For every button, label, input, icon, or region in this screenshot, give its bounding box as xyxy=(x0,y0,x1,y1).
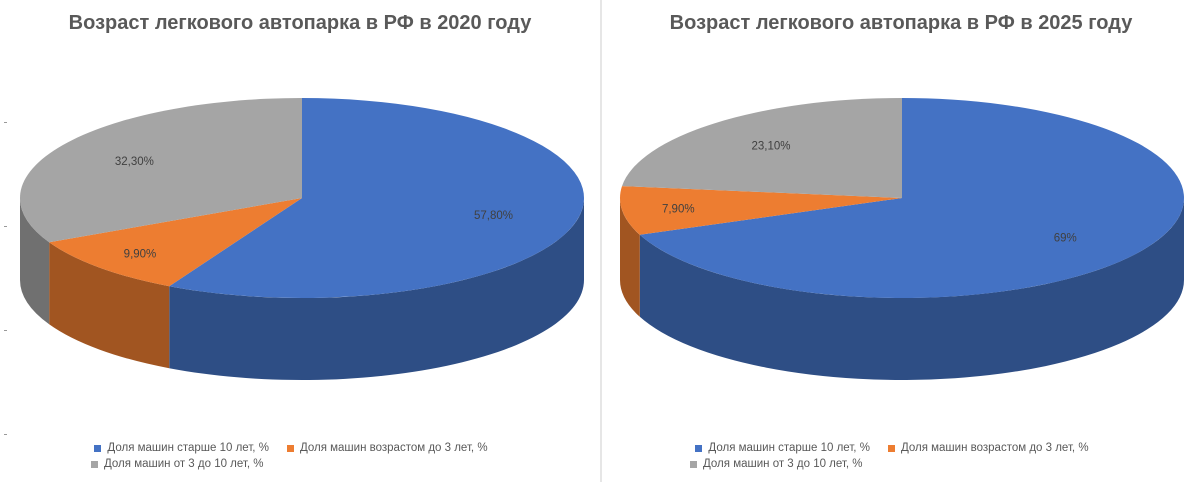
pie-side-доля-машин-от-3-до-10-лет xyxy=(20,198,50,325)
legend-row-2: Доля машин от 3 до 10 лет, % xyxy=(0,456,600,472)
pie-data-labels: 57,80% 9,90% 32,30% xyxy=(115,156,513,261)
legend-label: Доля машин возрастом до 3 лет, % xyxy=(299,442,488,454)
legend-item-older-10: Доля машин старше 10 лет, % xyxy=(695,442,870,454)
legend: Доля машин старше 10 лет, % Доля машин в… xyxy=(602,440,1200,472)
legend-swatch xyxy=(94,444,102,452)
legend-item-under-3: Доля машин возрастом до 3 лет, % xyxy=(887,442,1089,454)
chart-2020: Возраст легкового автопарка в РФ в 2020 … xyxy=(0,12,600,472)
pie-chart-2020: 57,80% 9,90% 32,30% xyxy=(19,98,585,380)
pie-slice-доля-машин-от-3-до-10-лет xyxy=(19,98,302,243)
legend-label: Доля машин от 3 до 10 лет, % xyxy=(703,458,863,470)
data-label-доля-машин-возрастом-до-3-лет: 9,90% xyxy=(124,249,157,261)
data-label-доля-машин-от-3-до-10-лет: 23,10% xyxy=(751,141,790,153)
data-label-доля-машин-старше-10-лет: 57,80% xyxy=(474,210,513,222)
legend-row-2: Доля машин от 3 до 10 лет, % xyxy=(602,456,1200,472)
legend-label: Доля машин от 3 до 10 лет, % xyxy=(104,458,264,470)
pie-slice-доля-машин-старше-10-лет xyxy=(169,98,585,298)
chart-2025: Возраст легкового автопарка в РФ в 2025 … xyxy=(602,0,1200,482)
legend-label: Доля машин возрастом до 3 лет, % xyxy=(900,442,1089,454)
legend-item-3-to-10: Доля машин от 3 до 10 лет, % xyxy=(690,458,863,470)
legend-swatch xyxy=(286,444,294,452)
edge-tick xyxy=(4,122,7,123)
pie-top-faces xyxy=(19,98,585,298)
edge-tick xyxy=(4,434,7,435)
panel-divider xyxy=(600,0,602,482)
data-label-доля-машин-старше-10-лет: 69% xyxy=(1054,232,1077,244)
legend-item-under-3: Доля машин возрастом до 3 лет, % xyxy=(286,442,488,454)
edge-tick xyxy=(4,226,7,227)
legend-swatch xyxy=(887,444,895,452)
data-label-доля-машин-возрастом-до-3-лет: 7,90% xyxy=(662,203,695,215)
pie-chart-2025: 69% 7,90% 23,10% xyxy=(620,98,1184,380)
chart-title: Возраст легкового автопарка в РФ в 2020 … xyxy=(68,12,532,34)
data-label-доля-машин-от-3-до-10-лет: 32,30% xyxy=(115,156,154,168)
pie-side-доля-машин-возрастом-до-3-лет xyxy=(620,198,640,317)
pie-data-labels: 69% 7,90% 23,10% xyxy=(662,141,1077,245)
pie-side-доля-машин-старше-10-лет xyxy=(169,198,585,380)
legend-row-1: Доля машин старше 10 лет, % Доля машин в… xyxy=(0,440,600,456)
pie-slice-доля-машин-возрастом-до-3-лет xyxy=(49,198,302,287)
legend-item-3-to-10: Доля машин от 3 до 10 лет, % xyxy=(91,458,264,470)
legend-row-1: Доля машин старше 10 лет, % Доля машин в… xyxy=(602,440,1200,456)
pie-slice-доля-машин-старше-10-лет xyxy=(639,98,1184,298)
pie-slice-доля-машин-возрастом-до-3-лет xyxy=(620,186,902,235)
legend-swatch xyxy=(690,460,697,468)
pie-side-доля-машин-старше-10-лет xyxy=(639,198,1184,380)
legend-item-older-10: Доля машин старше 10 лет, % xyxy=(94,442,269,454)
legend-swatch xyxy=(695,444,703,452)
legend-swatch xyxy=(91,460,98,468)
edge-tick xyxy=(4,330,7,331)
pie-side-доля-машин-возрастом-до-3-лет xyxy=(49,242,170,369)
chart-title: Возраст легкового автопарка в РФ в 2025 … xyxy=(669,12,1133,34)
legend-label: Доля машин старше 10 лет, % xyxy=(708,442,870,454)
legend-label: Доля машин старше 10 лет, % xyxy=(107,442,269,454)
pie-side-walls xyxy=(620,198,1184,380)
pie-slice-доля-машин-от-3-до-10-лет xyxy=(622,98,902,198)
pie-top-faces xyxy=(620,98,1184,298)
legend: Доля машин старше 10 лет, % Доля машин в… xyxy=(0,440,600,472)
pie-side-walls xyxy=(20,198,585,380)
